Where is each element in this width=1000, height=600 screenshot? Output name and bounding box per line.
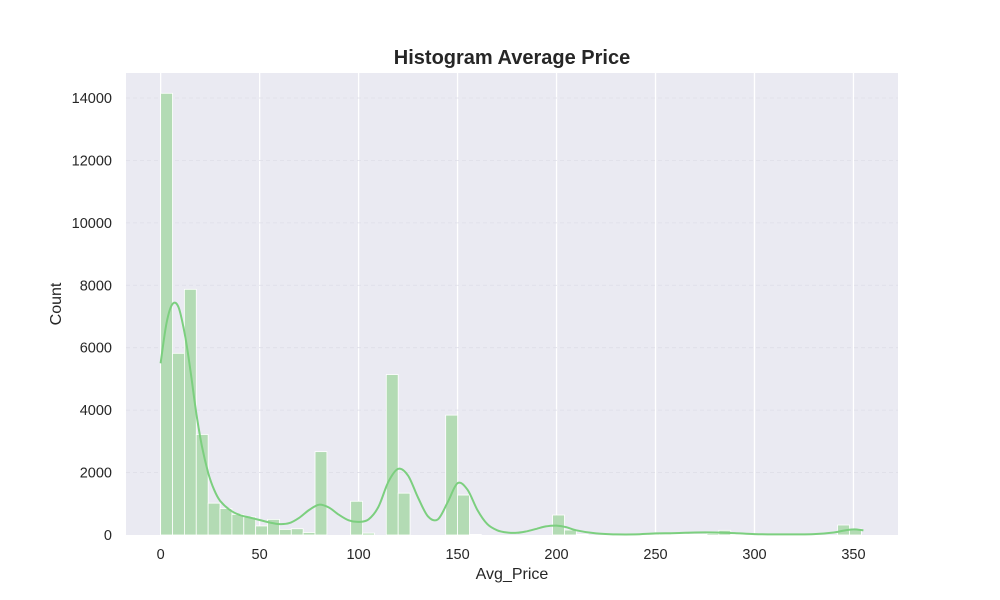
y-tick-label: 14000 [72,91,112,107]
histogram-bar [195,434,209,536]
x-tick-label: 150 [445,547,469,563]
x-axis-ticks: 0 50 100 150 200 250 300 350 [157,547,866,563]
histogram-bar [160,92,173,536]
y-tick-label: 6000 [80,341,112,357]
histogram-bar [469,533,482,536]
y-tick-label: 10000 [72,216,112,232]
histogram-bar [694,533,708,536]
histogram-bar [564,529,577,536]
histogram-bar [350,500,363,536]
y-tick-label: 8000 [80,278,112,294]
histogram-bars [160,92,862,536]
y-tick-label: 0 [104,528,112,544]
chart-title: Histogram Average Price [394,47,630,69]
x-tick-label: 350 [841,547,865,563]
histogram-bar [290,528,304,536]
histogram-bar [183,288,197,536]
histogram-bar [362,532,375,536]
histogram-bar [670,533,684,536]
y-tick-label: 2000 [80,466,112,482]
horizontal-gridlines [126,97,898,473]
y-tick-label: 4000 [80,403,112,419]
x-axis-label: Avg_Price [476,566,549,583]
x-tick-label: 0 [157,547,165,563]
vertical-gridlines [159,73,855,535]
histogram-bar [302,532,316,536]
plot-area [126,73,898,535]
y-tick-label: 12000 [72,153,112,169]
histogram-bar [682,533,696,536]
x-tick-label: 300 [742,547,766,563]
x-tick-label: 100 [346,547,370,563]
histogram-bar [385,374,399,536]
histogram-bar [706,533,720,536]
histogram-bar [219,508,233,536]
histogram-bar [207,502,221,536]
x-tick-label: 200 [544,547,568,563]
histogram-bar [730,533,744,536]
histogram-bar [255,525,268,536]
histogram-bar [279,528,292,536]
histogram-bar [172,352,185,536]
kde-line [159,301,864,536]
y-axis-label: Count [48,282,65,325]
y-axis-ticks: 0 2000 4000 6000 8000 10000 12000 14000 [72,91,112,544]
x-tick-label: 50 [252,547,268,563]
histogram-bar [457,494,470,536]
histogram-bar [267,518,280,536]
histogram-bar [575,533,589,536]
x-tick-label: 250 [643,547,667,563]
histogram-bar [445,414,458,536]
histogram-bar [314,451,328,536]
histogram-bar [231,513,245,536]
histogram-bar [397,492,411,536]
